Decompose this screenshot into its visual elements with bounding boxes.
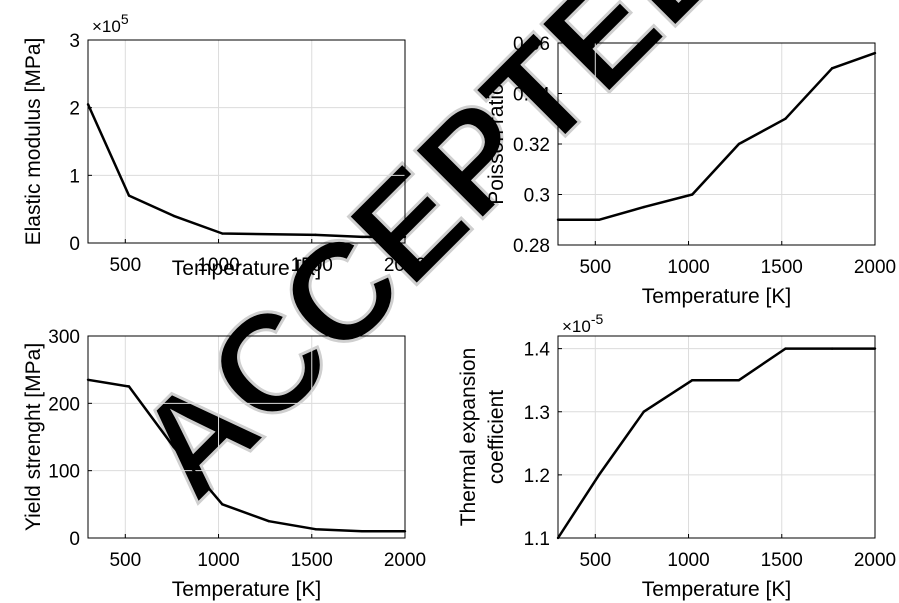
- y-tick-label: 0.28: [513, 236, 550, 257]
- x-axis-label: Temperature [K]: [642, 578, 791, 601]
- data-point: [86, 378, 90, 381]
- data-point: [172, 214, 175, 218]
- x-tick-label: 1000: [197, 550, 239, 571]
- y-tick-label: 0.32: [513, 135, 550, 156]
- x-tick-label: 1000: [667, 550, 709, 571]
- data-point: [597, 218, 601, 221]
- y-axis-label: Poisson ratio: [485, 83, 508, 204]
- plot-area-frame: [87, 39, 406, 244]
- data-point: [127, 194, 131, 197]
- y-tick-label: 0.34: [513, 85, 550, 106]
- chart-panel-4: 500 1000 1500 2000 1.1 1.2 1.3 1.4 ×10-5 Temperat…: [457, 311, 896, 601]
- y-tick-label: 0: [69, 529, 80, 550]
- x-axis-label: Temperature [K]: [642, 285, 791, 308]
- y-exponent-label: ×10-5: [562, 311, 604, 336]
- data-point: [360, 530, 364, 533]
- chart-panel-1: 500 1000 1500 2000 0 1 2 3 ×105 Temperature [K] El…: [22, 11, 426, 280]
- x-tick-label: 500: [579, 257, 611, 278]
- data-point: [221, 232, 224, 235]
- plot-area-frame: [87, 335, 406, 539]
- x-tick-label: 2000: [854, 550, 896, 571]
- data-point: [403, 235, 407, 239]
- data-point: [642, 410, 645, 413]
- y-tick-label: 100: [48, 462, 80, 483]
- y-axis-label: Yield strenght [MPa]: [22, 343, 45, 531]
- x-tick-label: 500: [109, 255, 141, 276]
- y-axis-label: Thermal expansion: [457, 348, 480, 527]
- data-point: [556, 218, 560, 221]
- data-point: [597, 473, 601, 477]
- y-exponent-power: -5: [591, 311, 604, 327]
- data-point: [784, 117, 787, 120]
- y-exponent-label: ×105: [92, 11, 129, 36]
- x-tick-label: 2000: [384, 255, 426, 276]
- y-tick-label: 1: [69, 166, 80, 187]
- chart-panel-3: 500 1000 1500 2000 0 100 200 300 Temperature [K]…: [22, 327, 426, 601]
- x-tick-label: 500: [109, 550, 141, 571]
- y-tick-label: 200: [48, 394, 80, 415]
- data-point: [784, 347, 787, 350]
- data-series-line: [556, 347, 875, 539]
- data-point: [830, 67, 834, 70]
- x-tick-label: 2000: [854, 257, 896, 278]
- y-tick-label: 1.2: [524, 466, 550, 487]
- data-point: [737, 378, 741, 382]
- data-point: [314, 233, 317, 237]
- x-axis-label: Temperature [K]: [172, 578, 321, 601]
- x-tick-label: 1000: [197, 255, 239, 276]
- y-exponent-power: 5: [121, 11, 129, 27]
- data-point: [556, 536, 560, 540]
- y-tick-label: 0: [69, 234, 80, 255]
- y-tick-label: 0.3: [524, 186, 550, 207]
- plot-area-frame: [557, 335, 876, 539]
- data-point: [360, 235, 364, 239]
- data-point: [86, 103, 90, 106]
- x-tick-label: 1000: [667, 257, 709, 278]
- data-point: [221, 503, 224, 506]
- x-axis-label: Temperature [K]: [172, 257, 321, 280]
- data-point: [267, 519, 271, 523]
- y-tick-label: 0.36: [513, 34, 550, 55]
- data-point: [127, 385, 131, 388]
- x-tick-label: 1500: [291, 255, 333, 276]
- y-axis-label-line-2: coefficient: [485, 390, 508, 484]
- x-tick-label: 500: [579, 550, 611, 571]
- x-tick-label: 2000: [384, 550, 426, 571]
- y-tick-label: 1.4: [524, 340, 551, 361]
- data-point: [642, 205, 645, 209]
- y-tick-label: 2: [69, 99, 80, 120]
- y-tick-label: 3: [69, 31, 80, 52]
- data-point: [873, 347, 877, 350]
- y-tick-label: 1.1: [524, 529, 550, 550]
- data-point: [830, 347, 834, 350]
- chart-panel-2: 500 1000 1500 2000 0.28 0.3 0.32 0.34 0.36 Temper…: [485, 34, 896, 308]
- data-point: [691, 378, 694, 382]
- data-point: [172, 445, 175, 449]
- data-point: [873, 51, 877, 55]
- data-series-line: [87, 378, 405, 533]
- data-point: [403, 530, 407, 533]
- x-tick-label: 1500: [761, 550, 803, 571]
- y-axis-label: Elastic modulus [MPa]: [22, 38, 45, 246]
- x-tick-label: 1500: [761, 257, 803, 278]
- data-series-line: [558, 51, 876, 222]
- data-point: [314, 528, 317, 531]
- data-point: [691, 193, 694, 196]
- y-tick-label: 300: [48, 327, 80, 348]
- data-point: [737, 142, 741, 146]
- x-tick-label: 1500: [291, 550, 333, 571]
- y-tick-label: 1.3: [524, 403, 550, 424]
